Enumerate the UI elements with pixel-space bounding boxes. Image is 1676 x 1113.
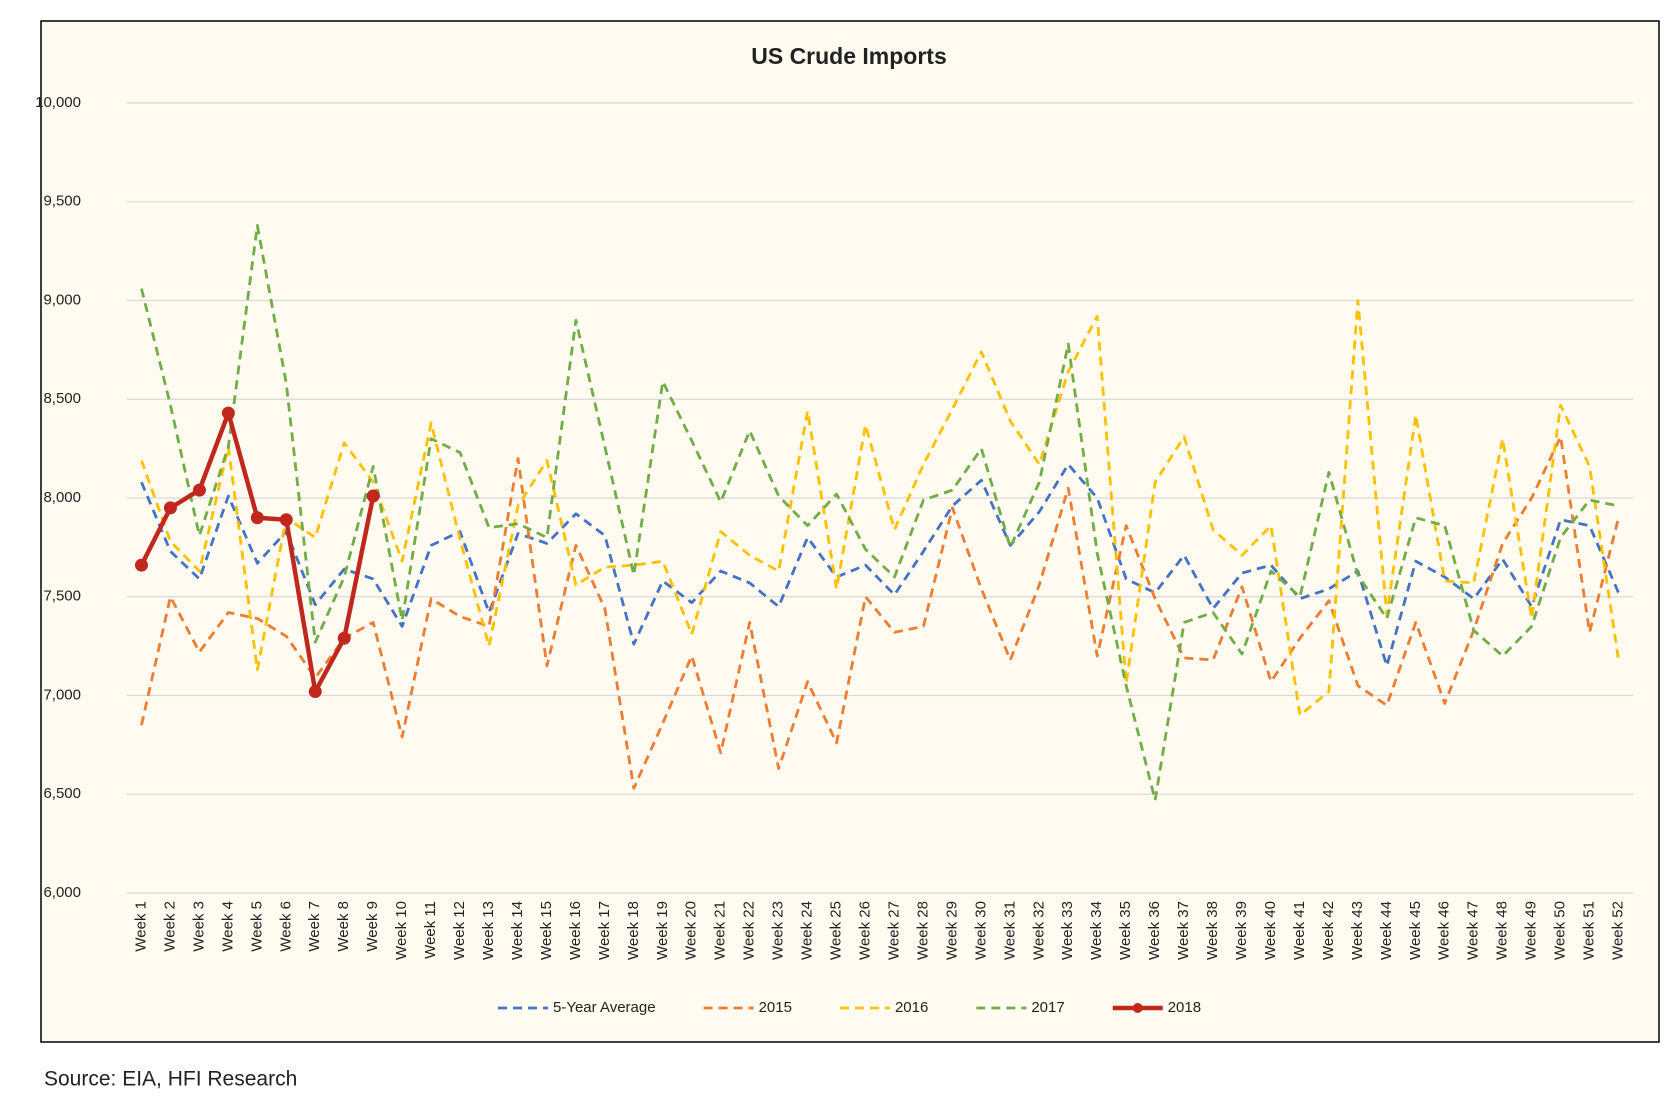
x-tick-label: Week 46 [1436,901,1453,960]
x-tick-label: Week 43 [1349,901,1366,960]
y-tick-label: 9,500 [43,193,81,210]
x-tick-label: Week 28 [914,901,931,960]
chart-frame [40,20,1660,1043]
x-tick-label: Week 30 [972,901,989,960]
data-point [250,511,264,525]
x-tick-label: Week 22 [741,901,758,960]
data-point [192,483,206,497]
x-tick-label: Week 16 [567,901,584,960]
y-tick-label: 6,000 [43,884,81,901]
chart-title: US Crude Imports [751,43,947,69]
x-tick-label: Week 26 [856,901,873,960]
x-tick-label: Week 42 [1320,901,1337,960]
legend-label: 2016 [895,999,928,1016]
x-tick-label: Week 10 [393,901,410,960]
x-tick-label: Week 23 [770,901,787,960]
x-tick-label: Week 15 [538,901,555,960]
x-tick-label: Week 51 [1581,901,1598,960]
x-tick-label: Week 25 [828,901,845,960]
x-tick-label: Week 39 [1233,901,1250,960]
x-tick-label: Week 5 [248,901,265,952]
legend-label: 5-Year Average [553,999,656,1016]
x-tick-label: Week 20 [683,901,700,960]
x-tick-label: Week 18 [625,901,642,960]
x-tick-label: Week 40 [1262,901,1279,960]
x-tick-label: Week 12 [451,901,468,960]
x-tick-label: Week 48 [1494,901,1511,960]
legend-marker [1132,1003,1143,1013]
x-tick-label: Week 7 [306,901,323,952]
x-tick-label: Week 13 [480,901,497,960]
y-tick-label: 8,000 [43,489,81,506]
x-tick-label: Week 34 [1088,901,1105,960]
legend-label: 2017 [1031,999,1064,1016]
data-point [366,489,380,503]
x-tick-label: Week 6 [277,901,294,952]
legend-label: 2015 [759,999,792,1016]
x-tick-label: Week 52 [1609,901,1626,960]
x-tick-label: Week 21 [712,901,729,960]
x-tick-label: Week 24 [799,901,816,960]
x-tick-label: Week 17 [596,901,613,960]
data-point [337,631,351,645]
x-tick-label: Week 37 [1175,901,1192,960]
y-tick-label: 7,500 [43,588,81,605]
x-tick-label: Week 2 [161,901,178,952]
y-tick-label: 8,500 [43,390,81,407]
x-tick-label: Week 45 [1407,901,1424,960]
y-tick-label: 10,000 [35,94,81,111]
data-point [134,558,148,572]
series-line [140,299,1620,717]
source-note: Source: EIA, HFI Research [44,1068,297,1091]
x-tick-label: Week 4 [219,901,236,952]
x-tick-label: Week 50 [1552,901,1569,960]
x-tick-label: Week 35 [1117,901,1134,960]
x-tick-label: Week 11 [422,901,439,959]
y-tick-label: 9,000 [43,291,81,308]
x-tick-label: Week 49 [1523,901,1540,960]
x-tick-label: Week 8 [335,901,352,952]
series-line [140,435,1620,790]
x-tick-label: Week 31 [1001,901,1018,960]
y-tick-label: 6,500 [43,785,81,802]
x-tick-label: Week 14 [509,901,526,960]
x-tick-label: Week 19 [654,901,671,960]
x-tick-label: Week 3 [190,901,207,952]
series-line [140,463,1620,668]
x-tick-label: Week 32 [1030,901,1047,960]
data-point [163,501,177,515]
x-tick-label: Week 29 [943,901,960,960]
legend-label: 2018 [1168,999,1201,1016]
x-tick-label: Week 41 [1291,901,1308,960]
data-point [279,513,293,527]
x-tick-label: Week 1 [132,901,149,952]
y-tick-label: 7,000 [43,686,81,703]
x-tick-label: Week 27 [885,901,902,960]
x-tick-label: Week 47 [1465,901,1482,960]
data-point [221,406,235,420]
x-tick-label: Week 33 [1059,901,1076,960]
x-tick-label: Week 36 [1146,901,1163,960]
x-tick-label: Week 44 [1378,901,1395,960]
x-tick-label: Week 38 [1204,901,1221,960]
series-line [140,224,1619,802]
data-point [308,685,322,699]
x-tick-label: Week 9 [364,901,381,952]
